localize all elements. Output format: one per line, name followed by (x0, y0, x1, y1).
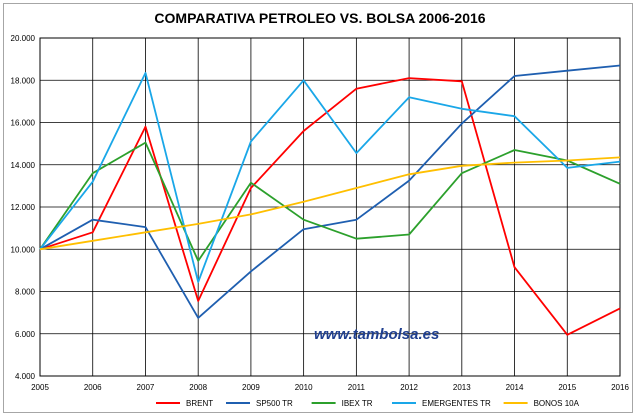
x-tick-label: 2010 (295, 383, 313, 392)
series-line-brent (39, 77, 621, 336)
legend: BRENT SP500 TR IBEX TR EMERGENTES TR BONOS 1… (156, 399, 580, 408)
watermark-annotation: www.tambolsa.es (314, 326, 439, 343)
x-tick-label: 2016 (611, 383, 629, 392)
x-tick-label: 2015 (558, 383, 576, 392)
y-tick-label: 16.000 (11, 119, 36, 128)
y-tick-label: 6.000 (15, 330, 36, 339)
x-tick-label: 2007 (137, 383, 155, 392)
legend-label: EMERGENTES TR (422, 399, 491, 408)
chart-title: COMPARATIVA PETROLEO VS. BOLSA 2006-2016 (154, 10, 486, 26)
y-tick-label: 18.000 (11, 76, 36, 85)
x-tick-label: 2014 (506, 383, 524, 392)
x-tick-label: 2006 (84, 383, 102, 392)
legend-label: IBEX TR (342, 399, 373, 408)
y-tick-label: 14.000 (11, 161, 36, 170)
x-tick-label: 2009 (242, 383, 260, 392)
series-line-bonos-10a (39, 156, 621, 251)
y-axis-ticks: 4.000 6.000 8.000 10.000 12.000 14.000 16.000 1… (11, 34, 36, 381)
x-tick-label: 2011 (348, 383, 366, 392)
series-lines (39, 64, 621, 336)
x-tick-label: 2008 (189, 383, 207, 392)
y-tick-label: 12.000 (11, 203, 36, 212)
y-tick-label: 8.000 (15, 288, 36, 297)
x-tick-label: 2013 (453, 383, 471, 392)
legend-label: BONOS 10A (534, 399, 580, 408)
y-tick-label: 10.000 (11, 245, 36, 254)
series-line-emergentes-tr (39, 72, 621, 283)
x-axis-ticks: 2005 2006 2007 2008 2009 2010 2011 2012 2013 2014… (31, 383, 629, 392)
y-tick-label: 4.000 (15, 372, 36, 381)
legend-label: SP500 TR (256, 399, 293, 408)
x-tick-label: 2012 (400, 383, 418, 392)
legend-label: BRENT (186, 399, 213, 408)
series-line-sp500-tr (39, 64, 621, 319)
x-tick-label: 2005 (31, 383, 49, 392)
y-tick-label: 20.000 (11, 34, 36, 43)
series-line-ibex-tr (39, 141, 621, 262)
grid-lines (39, 37, 621, 377)
chart-frame (3, 3, 633, 413)
